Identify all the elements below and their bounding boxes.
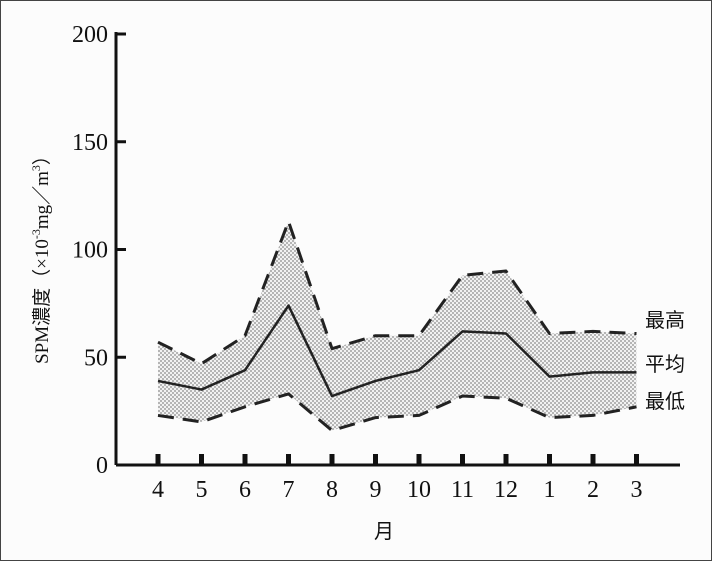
- x-tick-label: 2: [587, 477, 599, 503]
- y-tick-label: 100: [72, 238, 108, 264]
- x-tick-label: 5: [196, 477, 208, 503]
- y-tick-label: 150: [72, 130, 108, 156]
- x-tick-label: 11: [451, 477, 474, 503]
- series-line-平均: [157, 304, 637, 398]
- x-tick-label: 8: [326, 477, 338, 503]
- series-label: 最低: [645, 389, 685, 413]
- series-line-最低: [157, 392, 637, 433]
- x-tick-label: 12: [494, 477, 518, 503]
- x-axis-label: 月: [374, 519, 394, 543]
- x-tick-label: 6: [239, 477, 251, 503]
- range-band-fill: [158, 221, 637, 431]
- y-tick-label: 0: [96, 453, 108, 479]
- x-tick-label: 7: [283, 477, 295, 503]
- x-tick-label: 4: [152, 477, 164, 503]
- series-label: 平均: [645, 352, 685, 376]
- series-lines: [157, 219, 637, 433]
- series-label: 最高: [645, 308, 685, 332]
- y-tick-label: 50: [84, 345, 108, 371]
- x-tick-label: 9: [370, 477, 382, 503]
- x-tick-label: 1: [544, 477, 556, 503]
- y-axis-label: SPM濃度（×10-3mg／m3）: [29, 146, 53, 364]
- x-tick-label: 3: [631, 477, 643, 503]
- range-band: [158, 221, 637, 431]
- x-tick-label: 10: [407, 477, 431, 503]
- y-tick-label: 200: [72, 22, 108, 48]
